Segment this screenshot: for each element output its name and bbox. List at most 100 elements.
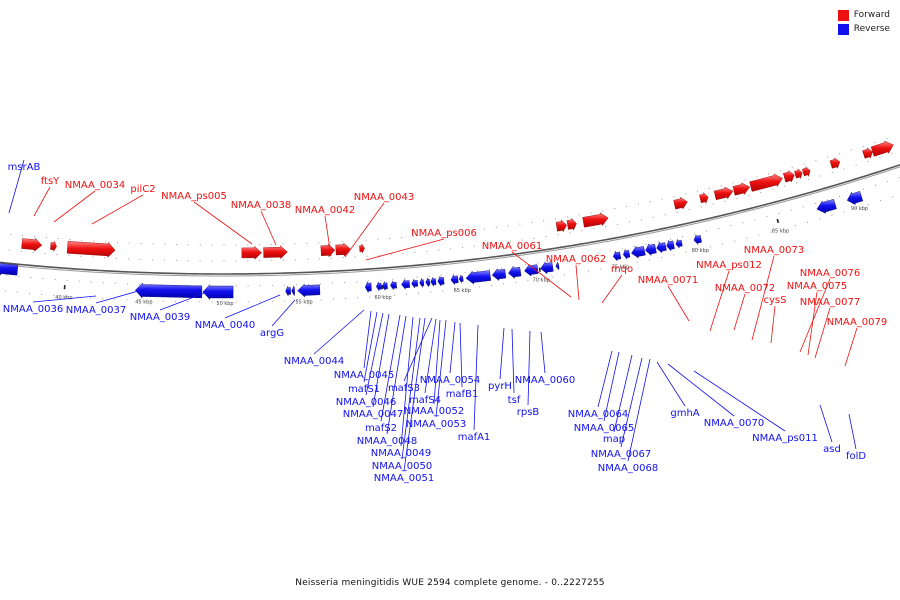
forward-gene-arrow <box>862 147 873 159</box>
track-dot <box>92 256 94 258</box>
leader-line <box>386 315 407 435</box>
track-dot <box>539 278 541 280</box>
forward-swatch <box>837 9 849 21</box>
track-dot <box>489 269 490 270</box>
track-dot <box>551 276 553 278</box>
gene-label-rpsb: rpsB <box>517 407 540 418</box>
track-dot <box>199 244 201 246</box>
gene-label-nmaa-0043: NMAA_0043 <box>354 192 415 203</box>
track-dot <box>709 246 711 248</box>
gene-label-nmaa-ps005: NMAA_ps005 <box>161 191 227 202</box>
track-dot <box>826 199 828 201</box>
track-dot <box>401 237 403 238</box>
forward-gene-arrow <box>673 196 688 210</box>
track-dot <box>102 298 103 300</box>
leader-line <box>733 293 746 331</box>
gene-label-nmaa-0051: NMAA_0051 <box>374 473 435 484</box>
reverse-gene-arrow <box>376 281 382 292</box>
track-dot <box>649 201 651 203</box>
leader-line <box>627 358 651 462</box>
leader-line <box>511 251 572 298</box>
gene-label-nmaa-0067: NMAA_0067 <box>591 449 652 460</box>
track-dot <box>42 278 44 279</box>
track-dot <box>748 194 750 196</box>
track-dot <box>20 251 22 252</box>
reverse-gene-arrow <box>491 268 507 281</box>
inner-forward-track <box>8 153 893 262</box>
track-dot <box>342 257 344 259</box>
track-dot <box>641 219 642 221</box>
track-dot <box>282 243 284 245</box>
track-dot <box>295 259 297 261</box>
track-dot <box>531 221 533 223</box>
leader-line <box>848 413 857 450</box>
leader-line <box>53 190 96 223</box>
leader-line <box>32 295 97 303</box>
gene-label-nmaa-0050: NMAA_0050 <box>372 461 433 472</box>
forward-gene-arrow <box>699 191 709 205</box>
track-dot <box>549 260 551 262</box>
track-dot <box>863 188 864 190</box>
track-dot <box>30 277 32 278</box>
leader-line <box>770 305 776 344</box>
scale-tick-label: 40 kbp <box>55 295 72 301</box>
leader-line <box>271 299 296 327</box>
track-dot <box>794 225 796 227</box>
track-dot <box>247 244 249 246</box>
reverse-gene-arrow <box>555 261 560 271</box>
track-dot <box>176 244 178 245</box>
reverse-gene-arrow <box>623 248 631 260</box>
track-dot <box>320 283 321 285</box>
track-dot <box>162 300 164 302</box>
track-dot <box>807 221 808 223</box>
track-dot <box>211 244 213 246</box>
leader-line <box>603 351 620 422</box>
track-dot <box>770 231 772 233</box>
track-dot <box>442 290 444 292</box>
track-dot <box>758 234 760 236</box>
track-dot <box>734 240 736 242</box>
gene-label-nmaa-0038: NMAA_0038 <box>231 200 292 211</box>
track-dot <box>116 241 118 243</box>
leader-line <box>365 312 384 396</box>
track-dot <box>308 299 310 301</box>
track-dot <box>543 220 545 222</box>
gene-label-fold: folD <box>846 451 866 462</box>
forward-gene-arrow <box>802 166 811 178</box>
track-dot <box>732 182 734 184</box>
gene-label-nmaa-0037: NMAA_0037 <box>66 305 127 316</box>
track-dot <box>150 300 152 302</box>
leader-line <box>449 321 456 374</box>
gene-label-nmaa-0036: NMAA_0036 <box>3 304 64 315</box>
track-dot <box>509 241 511 243</box>
track-dot <box>353 240 355 242</box>
reverse-gene-arrow <box>656 241 667 254</box>
track-dot <box>464 271 466 273</box>
gene-label-nmaa-0073: NMAA_0073 <box>744 245 805 256</box>
gene-label-nmaa-0065: NMAA_0065 <box>574 423 635 434</box>
leader-line <box>799 278 831 353</box>
gene-label-nmaa-0077: NMAA_0077 <box>800 297 861 308</box>
track-dot <box>802 206 804 208</box>
track-dot <box>768 173 770 175</box>
track-dot <box>819 218 821 220</box>
track-dot <box>223 301 225 303</box>
forward-gene-arrow <box>713 186 734 201</box>
track-dot <box>102 282 104 284</box>
reverse-gene-arrow <box>846 191 864 206</box>
track-dot <box>247 301 249 303</box>
scale-tick-label: 80 kbp <box>692 248 709 254</box>
track-dot <box>402 252 404 254</box>
track-dot <box>588 270 590 272</box>
track-dot <box>720 185 722 187</box>
gene-label-mafs3: mafS3 <box>388 383 420 394</box>
track-dot <box>746 237 748 239</box>
forward-gene-arrow <box>566 217 577 231</box>
scale-tick-label: 50 kbp <box>216 301 233 307</box>
track-dot <box>283 259 285 261</box>
scale-tick-mark <box>776 218 780 224</box>
track-dot <box>744 179 746 181</box>
forward-gene-arrow <box>66 241 116 258</box>
gene-label-nmaa-0075: NMAA_0075 <box>787 281 848 292</box>
